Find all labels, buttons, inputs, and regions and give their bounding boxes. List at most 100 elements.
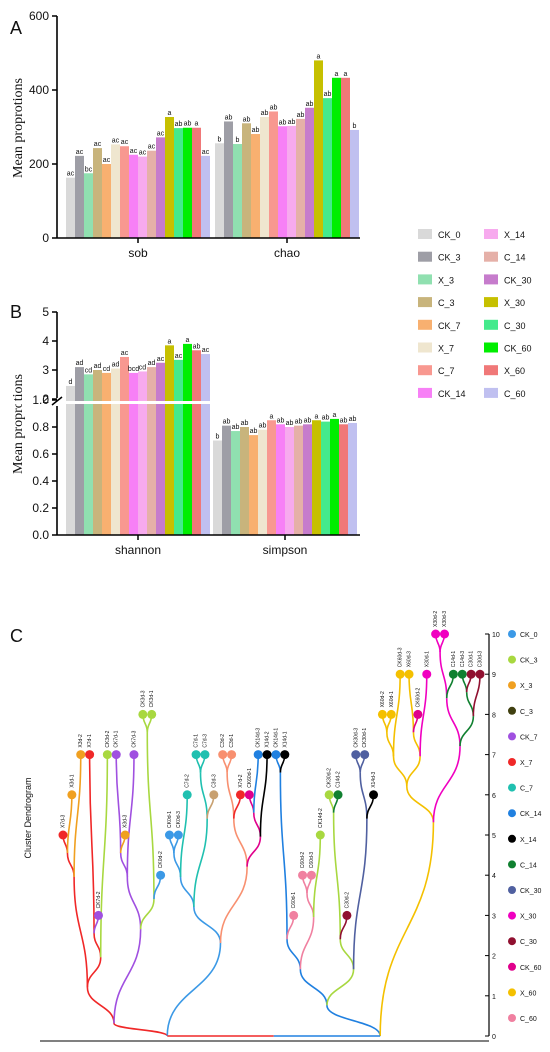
leaf-node-C14d-3 [457, 669, 467, 679]
leaf-label-CK30d-1: CK30d-1 [362, 728, 368, 748]
dendrogram-branch [99, 754, 109, 958]
leaf-node-C14d-2 [333, 790, 343, 800]
leaf-label-C14d-2: C14d-2 [336, 771, 342, 788]
bar-shannon-CK_60 [183, 343, 192, 535]
sig-letter-chao-CK_60: a [335, 71, 339, 78]
leaf-label-C60d-2: C60d-2 [300, 852, 306, 869]
legend-swatch-X_3 [418, 274, 432, 285]
panel-b-ylabel: Mean proprotions [11, 374, 26, 474]
leaf-label-CK14d-2: CK14d-2 [318, 808, 324, 828]
leaf-label-X7d-2: X7d-2 [238, 774, 244, 788]
dendrogram-branch [113, 929, 142, 1024]
dendrogram-branch [412, 732, 421, 757]
leaf-node-CK60d-1 [244, 790, 254, 800]
y-tick-label-0: 0 [42, 231, 49, 245]
leaf-node-CK7d-3 [129, 750, 139, 760]
bar-shannon-X_7 [111, 368, 120, 535]
dendrogram-branch [246, 836, 262, 867]
leaf-label-C3d-3: C3d-3 [211, 774, 217, 788]
bar-simpson-CK_0 [213, 440, 222, 535]
dendrogram-tick-label-10: 10 [492, 632, 500, 639]
sig-letter-shannon-C_7: ac [121, 350, 129, 357]
leaf-label-C7d-2: C7d-2 [185, 774, 191, 788]
panel-c-ylabel: Cluster Dendrogram [23, 777, 33, 858]
legend-swatch-CK_7 [418, 319, 432, 330]
sig-letter-chao-C_60: b [353, 123, 357, 130]
sig-letter-shannon-C_3: ad [94, 363, 102, 370]
dendrogram-branch [219, 866, 248, 944]
dendrogram: X7d-3 X3d-1 X3d-2 X7d-1 CK7d-2 CK3d-2 CK7d-1 X3… [58, 611, 485, 1037]
y-tick-label-3: 3 [42, 363, 49, 377]
dendro-legend-dot-C_30 [508, 937, 516, 946]
dendrogram-branch [73, 754, 82, 878]
dendrogram-branch [432, 746, 461, 823]
bar-simpson-X_3 [231, 431, 240, 535]
leaf-label-CK30d-3: CK30d-3 [353, 728, 359, 748]
dendro-legend-label-X_30: X_30 [520, 914, 536, 921]
dendrogram-tick-label-4: 4 [492, 873, 496, 880]
leaf-label-CK7d-1: CK7d-1 [114, 730, 120, 747]
bar-shannon-C_3 [93, 370, 102, 535]
dendro-legend-dot-C_14 [508, 860, 516, 869]
bar-chao-CK_3 [224, 121, 233, 238]
leaf-node-CK7d-1 [111, 750, 121, 760]
dendrogram-branch [379, 822, 435, 1037]
dendrogram-branch [173, 852, 182, 878]
sig-letter-shannon-CK_14: bcd [128, 366, 139, 373]
dendro-legend-dot-X_60 [508, 988, 516, 997]
leaf-node-X3d-1 [67, 790, 77, 800]
leaf-node-CK3d-2 [102, 750, 112, 760]
leaf-label-X60d-3: X60d-3 [407, 651, 413, 667]
bar-chao-C_30 [323, 98, 332, 238]
y-tick-label-1.0: 1.0 [32, 393, 49, 407]
leaf-label-CK0d-2: CK0d-2 [158, 851, 164, 868]
bar-sob-CK_60 [183, 127, 192, 238]
bar-simpson-C_7 [267, 420, 276, 535]
bar-sob-X_14 [138, 156, 147, 238]
x-tick-label-sob: sob [128, 246, 148, 260]
legend-swatch-X_14 [484, 229, 498, 239]
dendrogram-branch [199, 772, 208, 819]
dendrogram-branch [88, 754, 95, 934]
bar-simpson-CK_14 [276, 424, 285, 535]
leaf-label-C7d-1: C7d-1 [194, 734, 200, 748]
leaf-label-C30d-1: C30d-1 [469, 651, 475, 668]
bar-sob-CK_0 [66, 177, 75, 238]
bar-shannon-X_3 [84, 374, 93, 535]
dendrogram-branch [126, 754, 135, 878]
dendrogram-branch [359, 772, 368, 819]
dendro-legend-dot-CK_0 [508, 630, 516, 638]
sig-letter-chao-X_30: a [317, 53, 321, 60]
dendro-legend-label-X_7: X_7 [520, 760, 533, 767]
legend-swatch-C_7 [418, 365, 432, 376]
dendro-legend-dot-C_3 [508, 706, 516, 715]
dendrogram-legend: CK_0 CK_3 X_3 C_3 CK_7 X_7 C_7 CK_14 X_14 C_14 CK_… [508, 630, 542, 1023]
legend-label-CK_14: CK_14 [438, 389, 466, 399]
leaf-label-X7d-1: X7d-1 [87, 734, 93, 748]
sig-letter-sob-CK_30: ac [157, 130, 165, 137]
sig-letter-chao-X_60: a [344, 71, 348, 78]
leaf-label-CK60d-3: CK60d-3 [398, 647, 404, 667]
sig-letter-simpson-CK_3: ab [223, 419, 231, 426]
bar-chao-CK_0 [215, 143, 224, 238]
bar-simpson-CK_7 [249, 435, 258, 535]
leaf-label-X30d-3: X30d-3 [442, 611, 448, 627]
leaf-node-CK60d-2 [413, 709, 423, 719]
dendrogram-branch [408, 674, 415, 733]
legend-label-X_14: X_14 [504, 230, 525, 240]
leaf-label-CK60d-1: CK60d-1 [247, 768, 253, 788]
leaf-node-C60d-2 [298, 870, 308, 880]
dendrogram-branch [326, 1005, 381, 1037]
sig-letter-shannon-C_60: ac [202, 347, 210, 354]
panel-a-ylabel: Mean proprotions [11, 78, 26, 178]
sig-letter-sob-C_30: ab [175, 121, 183, 128]
leaf-label-C14d-3: C14d-3 [460, 651, 466, 668]
bar-shannon-X_60 [192, 350, 201, 535]
bar-sob-X_3 [84, 173, 93, 238]
bar-shannon-CK_7 [102, 372, 111, 535]
dendrogram-tick-label-1: 1 [492, 994, 496, 1001]
dendrogram-branch [119, 852, 129, 878]
legend-swatch-X_30 [484, 297, 498, 308]
